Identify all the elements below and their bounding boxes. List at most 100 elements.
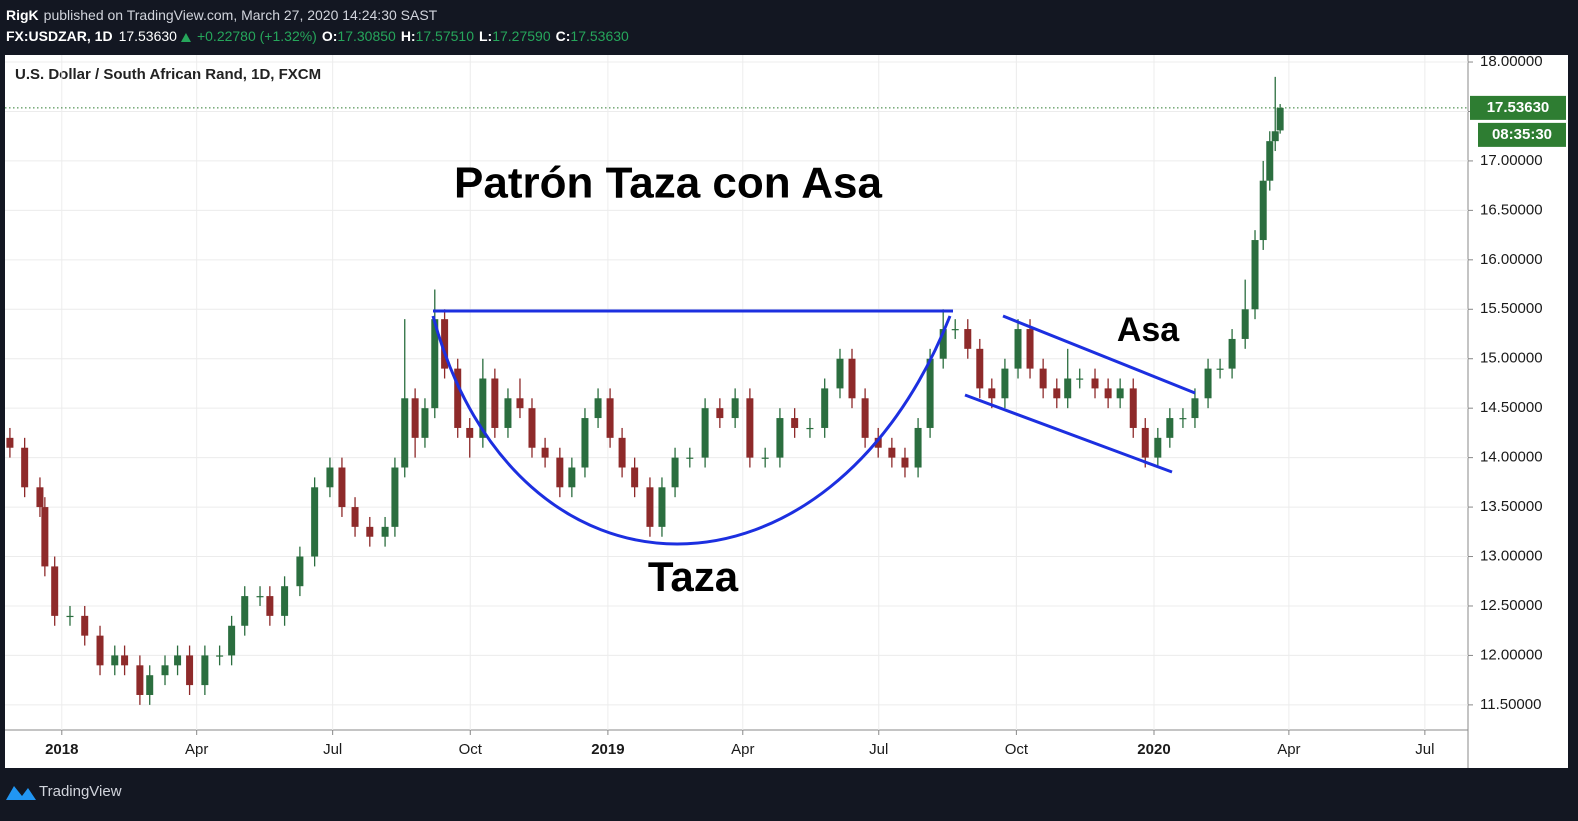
candle-body bbox=[366, 526, 374, 537]
last-price-label: 17.53630 bbox=[1487, 99, 1550, 116]
handle-upper bbox=[1002, 314, 1196, 395]
candle-body bbox=[136, 665, 144, 695]
low: 17.27590 bbox=[492, 28, 551, 44]
candle-body bbox=[1116, 388, 1124, 399]
y-tick-label: 13.00000 bbox=[1480, 547, 1543, 564]
candle-body bbox=[241, 596, 249, 626]
candle-body bbox=[1191, 398, 1199, 419]
y-tick-label: 17.00000 bbox=[1480, 152, 1543, 169]
y-tick-label: 14.00000 bbox=[1480, 449, 1543, 466]
candle-body bbox=[161, 665, 169, 676]
candle-body bbox=[228, 625, 236, 656]
x-tick-label: 2019 bbox=[591, 741, 624, 758]
handle-label: Asa bbox=[1117, 311, 1180, 349]
x-tick-label: Jul bbox=[1415, 741, 1434, 758]
x-tick-label: 2020 bbox=[1137, 741, 1170, 758]
candle-body bbox=[281, 586, 289, 616]
h-label: H: bbox=[401, 28, 416, 44]
countdown-tag bbox=[1478, 122, 1566, 147]
x-tick-label: 2018 bbox=[45, 741, 78, 758]
candle-body bbox=[731, 398, 739, 419]
high: 17.57510 bbox=[416, 28, 475, 44]
x-tick-label: Jul bbox=[323, 741, 342, 758]
candle-body bbox=[848, 358, 856, 399]
candle-body bbox=[581, 418, 589, 468]
candle-body bbox=[1251, 240, 1259, 310]
candle-body bbox=[1179, 418, 1187, 420]
candle-body bbox=[1001, 368, 1009, 399]
candle-body bbox=[528, 408, 536, 448]
candle-body bbox=[51, 566, 59, 616]
pattern-title: Patrón Taza con Asa bbox=[454, 159, 882, 208]
candle-body bbox=[1154, 437, 1162, 458]
candle-body bbox=[594, 398, 602, 419]
candle-body bbox=[914, 427, 922, 468]
candle-body bbox=[66, 615, 74, 618]
candle-body bbox=[701, 408, 709, 458]
candle-body bbox=[888, 447, 896, 458]
author: RigK bbox=[6, 7, 39, 23]
candle-body bbox=[951, 329, 959, 331]
candle-body bbox=[658, 487, 666, 527]
candle-body bbox=[1259, 180, 1267, 241]
candle-body bbox=[901, 457, 909, 468]
candle-body bbox=[1076, 378, 1084, 380]
candle-body bbox=[351, 507, 359, 527]
candle-body bbox=[201, 655, 209, 686]
up-arrow bbox=[180, 33, 191, 42]
chart-pane bbox=[5, 55, 1568, 768]
candle-body bbox=[504, 398, 512, 428]
candle-body bbox=[1091, 378, 1099, 389]
candle-body bbox=[174, 655, 182, 666]
candle-body bbox=[976, 348, 984, 389]
candle-body bbox=[421, 408, 429, 438]
y-tick-label: 15.00000 bbox=[1480, 350, 1543, 367]
candle-body bbox=[266, 596, 274, 616]
countdown-label: 08:35:30 bbox=[1492, 126, 1552, 143]
candle-body bbox=[311, 487, 319, 557]
candle-body bbox=[1276, 107, 1284, 131]
candle-body bbox=[516, 398, 524, 409]
publish-line: RigK published on TradingView.com, March … bbox=[6, 7, 438, 23]
candle-body bbox=[146, 675, 154, 695]
y-tick-label: 15.50000 bbox=[1480, 300, 1543, 317]
candle-body bbox=[1166, 418, 1174, 438]
candle-body bbox=[556, 457, 564, 488]
y-tick-label: 18.00000 bbox=[1480, 53, 1543, 70]
pattern-drawings bbox=[431, 309, 1196, 546]
candle-body bbox=[479, 378, 487, 438]
candle-body bbox=[401, 398, 409, 468]
y-tick-label: 16.00000 bbox=[1480, 251, 1543, 268]
candle-body bbox=[1141, 427, 1149, 458]
y-tick-label: 16.50000 bbox=[1480, 201, 1543, 218]
candle-body bbox=[836, 358, 844, 389]
handle-lower bbox=[964, 393, 1173, 474]
close: 17.53630 bbox=[570, 28, 629, 44]
chart-title: U.S. Dollar / South African Rand, 1D, FX… bbox=[15, 66, 321, 83]
candle-body bbox=[631, 467, 639, 488]
candle-body bbox=[541, 447, 549, 458]
candle-body bbox=[186, 655, 194, 686]
candle-body bbox=[491, 378, 499, 428]
candle-body bbox=[761, 457, 769, 459]
candle-body bbox=[939, 329, 947, 359]
l-label: L: bbox=[479, 28, 492, 44]
change: +0.22780 (+1.32%) bbox=[197, 28, 317, 44]
x-tick-label: Apr bbox=[731, 741, 754, 758]
x-tick-label: Oct bbox=[459, 741, 483, 758]
c-label: C: bbox=[556, 28, 571, 44]
cup-label: Taza bbox=[648, 553, 739, 600]
candle-body bbox=[1104, 388, 1112, 399]
published: published on TradingView.com, March 27, … bbox=[44, 7, 438, 23]
candle-body bbox=[568, 467, 576, 488]
candle-body bbox=[1053, 388, 1061, 399]
candle-body bbox=[81, 615, 89, 636]
candle-body bbox=[1064, 378, 1072, 399]
y-tick-label: 12.00000 bbox=[1480, 646, 1543, 663]
candle-body bbox=[391, 467, 399, 527]
candle-body bbox=[411, 398, 419, 438]
candle-body bbox=[746, 398, 754, 458]
candle-body bbox=[1266, 141, 1274, 181]
